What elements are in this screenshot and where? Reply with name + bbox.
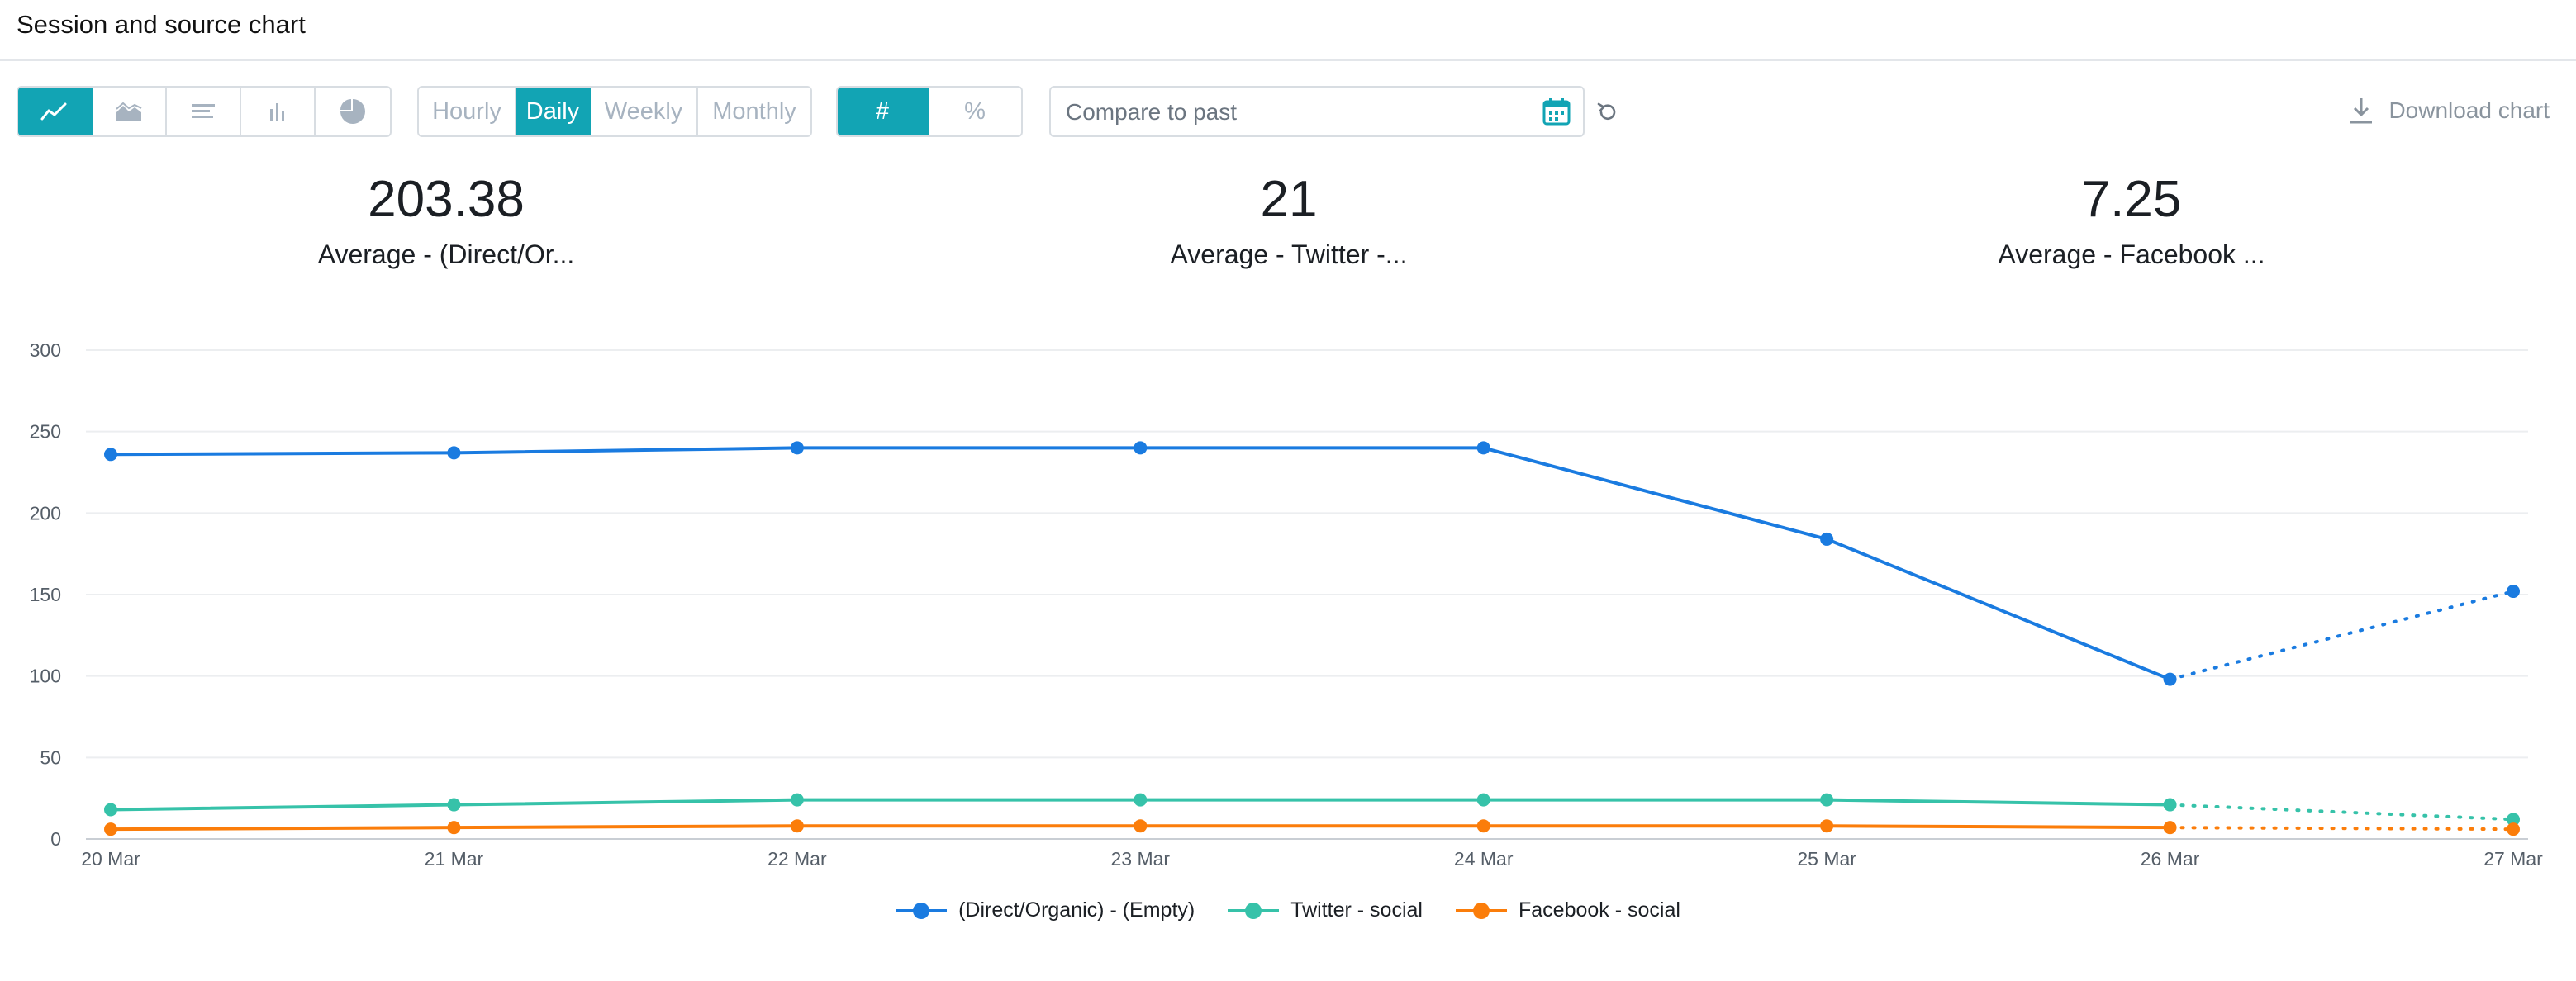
x-tick-label: 23 Mar (1110, 848, 1170, 870)
data-point (2163, 672, 2177, 686)
series-line (110, 446, 2171, 681)
data-point (1134, 793, 1148, 807)
stat-value: 7.25 (2081, 171, 2182, 228)
stat-average-facebook: 7.25 Average - Facebook ... (1842, 168, 2421, 270)
data-point (1476, 793, 1490, 807)
granularity-group: Hourly Daily Weekly Monthly (417, 86, 812, 137)
chart-legend: (Direct/Organic) - (Empty) Twitter - soci… (0, 898, 2576, 922)
x-tick-label: 27 Mar (2483, 848, 2543, 870)
y-tick-label: 150 (30, 584, 61, 605)
bar-chart-button[interactable] (241, 88, 316, 135)
x-tick-label: 21 Mar (425, 848, 484, 870)
calendar-icon[interactable] (1542, 97, 1571, 126)
series-projection-line (2168, 826, 2515, 832)
data-point (790, 793, 804, 807)
horizontal-bar-icon (192, 104, 215, 118)
stat-label: Average - Facebook ... (1998, 239, 2265, 269)
series-projection-line (2168, 803, 2515, 822)
legend-marker (1455, 902, 1507, 919)
data-point (104, 803, 117, 817)
data-point (2163, 798, 2177, 812)
download-chart-label: Download chart (2388, 97, 2550, 123)
bar-chart-icon (270, 103, 284, 121)
y-tick-label: 100 (30, 666, 61, 687)
data-point (1476, 441, 1490, 455)
legend-label: (Direct/Organic) - (Empty) (958, 898, 1195, 922)
chart-toolbar: Hourly Daily Weekly Monthly # % Download… (0, 86, 2576, 140)
horizontal-bar-button[interactable] (167, 88, 241, 135)
stat-label: Average - Twitter -... (1170, 239, 1408, 269)
y-tick-label: 250 (30, 421, 61, 443)
data-point (447, 446, 461, 460)
y-tick-label: 300 (30, 339, 61, 361)
area-chart-icon (116, 102, 142, 121)
line-chart-icon (40, 102, 67, 121)
stat-average-twitter: 21 Average - Twitter -... (1000, 168, 1578, 270)
data-point (1476, 819, 1490, 833)
legend-item[interactable]: Twitter - social (1228, 898, 1423, 922)
stat-label: Average - (Direct/Or... (317, 239, 575, 269)
legend-item[interactable]: Facebook - social (1455, 898, 1680, 922)
data-point (1820, 793, 1834, 807)
page-title: Session and source chart (17, 10, 306, 39)
granularity-weekly-button[interactable]: Weekly (591, 88, 698, 135)
y-tick-label: 50 (40, 746, 61, 768)
x-tick-label: 24 Mar (1454, 848, 1514, 870)
x-tick-label: 25 Mar (1797, 848, 1856, 870)
x-tick-label: 26 Mar (2141, 848, 2200, 870)
data-point (2507, 585, 2520, 599)
stat-value: 203.38 (368, 171, 525, 228)
pie-chart-button[interactable] (316, 88, 390, 135)
stat-average-direct-organic: 203.38 Average - (Direct/Or... (157, 168, 735, 270)
line-chart-button[interactable] (18, 88, 93, 135)
reset-icon[interactable] (1596, 101, 1619, 124)
data-point (2507, 822, 2520, 836)
granularity-monthly-button[interactable]: Monthly (698, 88, 810, 135)
series-projection-line (2168, 590, 2515, 681)
y-tick-label: 200 (30, 502, 61, 524)
granularity-daily-button[interactable]: Daily (516, 88, 591, 135)
data-point (447, 821, 461, 835)
data-point (790, 819, 804, 833)
legend-label: Twitter - social (1290, 898, 1423, 922)
chart-type-group (17, 86, 392, 137)
pie-chart-icon (340, 99, 365, 124)
data-point (2163, 821, 2177, 835)
data-point (104, 822, 117, 836)
value-mode-count-button[interactable]: # (838, 88, 929, 135)
legend-marker (1228, 902, 1280, 919)
session-source-line-chart: 0 50 100 150 200 250 300 20 Mar 21 Mar 22 Mar 23 M… (30, 339, 2544, 870)
data-point (790, 441, 804, 455)
download-chart-button[interactable]: Download chart (2349, 92, 2550, 129)
compare-to-past-field[interactable] (1049, 86, 1585, 137)
download-icon (2350, 98, 2373, 124)
data-point (1820, 819, 1834, 833)
x-tick-label: 20 Mar (81, 848, 140, 870)
granularity-hourly-button[interactable]: Hourly (419, 88, 516, 135)
data-point (1820, 532, 1834, 546)
data-point (104, 448, 117, 462)
value-mode-percent-button[interactable]: % (929, 88, 1021, 135)
y-tick-label: 0 (50, 828, 61, 850)
data-point (2507, 813, 2520, 827)
value-mode-group: # % (836, 86, 1023, 137)
x-tick-label: 22 Mar (768, 848, 827, 870)
area-chart-button[interactable] (93, 88, 167, 135)
legend-item[interactable]: (Direct/Organic) - (Empty) (896, 898, 1195, 922)
data-point (447, 798, 461, 812)
legend-marker (896, 902, 948, 919)
stat-value: 21 (1260, 171, 1318, 228)
legend-label: Facebook - social (1518, 898, 1680, 922)
data-point (1134, 819, 1148, 833)
compare-to-past-input[interactable] (1051, 88, 1530, 137)
chart-header: Session and source chart (0, 0, 2576, 61)
data-point (1134, 441, 1148, 455)
